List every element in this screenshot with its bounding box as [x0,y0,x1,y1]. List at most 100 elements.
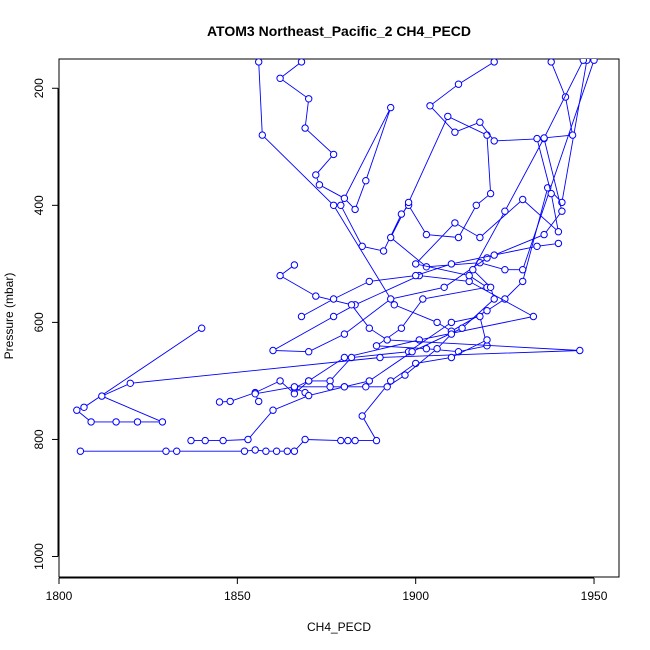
data-point [73,406,81,414]
data-point [426,102,434,110]
data-point [290,447,299,455]
x-axis: 1800 1850 1900 1950 [46,577,608,603]
data-point [383,336,391,344]
data-point [397,210,406,218]
data-point [547,59,555,66]
profile-line [254,333,452,402]
data-point [269,406,277,414]
data-point [419,295,427,303]
data-point [501,266,509,274]
data-point [590,59,598,64]
data-point [340,353,349,362]
data-point [408,348,416,356]
data-point [379,247,388,255]
x-tick-label: 1900 [402,589,429,603]
x-tick-label: 1950 [581,589,608,603]
data-point [276,377,284,385]
data-point [412,260,420,268]
data-point [476,233,484,242]
data-point [112,418,120,426]
data-point [276,271,284,280]
data-point [305,377,313,385]
y-tick-label: 200 [32,78,46,98]
y-tick-label: 1000 [32,543,46,570]
data-point [340,194,349,203]
profile-series [255,59,591,335]
data-point [344,436,352,445]
data-point [519,277,527,286]
data-point [558,207,566,215]
data-point [301,124,309,132]
data-point [244,435,252,444]
x-tick-label: 1850 [224,589,251,603]
data-point [329,295,338,303]
data-point [447,330,456,338]
data-point [297,59,306,66]
data-point [554,228,563,236]
y-tick-label: 400 [32,195,46,215]
data-point [447,353,456,362]
data-point [447,318,456,327]
data-point [476,312,484,321]
data-point [440,283,448,291]
data-point [351,205,359,214]
plot-area [73,59,598,455]
data-point [315,181,324,189]
data-point [447,260,456,268]
data-point [454,80,463,88]
data-point [358,412,366,420]
data-point [258,131,266,139]
data-point [98,392,106,400]
data-point [433,345,441,353]
profile-series [73,261,584,426]
data-point [251,390,259,398]
data-point [255,59,263,66]
data-point [240,447,249,455]
profile-series [187,59,587,445]
data-point [226,397,234,406]
data-point [337,436,345,445]
data-point [276,74,284,83]
data-point [305,348,313,356]
data-point [422,345,431,353]
chart-title: ATOM3 Northeast_Pacific_2 CH4_PECD [207,23,471,39]
data-point [490,295,498,303]
data-point [290,383,299,391]
data-point [547,189,555,198]
data-point [519,195,527,204]
profile-line [219,61,563,403]
data-point [579,59,587,64]
profile-line [301,242,559,317]
data-point [305,391,313,400]
data-point [486,283,495,291]
data-point [340,330,349,338]
data-point [483,336,491,344]
data-point [162,447,170,455]
data-point [387,233,395,242]
data-point [397,324,406,332]
data-point [472,201,480,210]
data-point [454,233,463,242]
data-point [158,418,167,426]
data-point [87,418,95,426]
data-point [215,398,224,406]
data-point [326,383,334,391]
data-point [486,189,495,198]
data-point [422,230,431,239]
data-point [337,201,345,210]
profile-line [293,61,574,394]
data-point [269,346,277,355]
profile-series [76,336,491,455]
data-point [365,377,373,385]
data-point [490,59,498,66]
x-tick-label: 1800 [46,589,73,603]
profile-series [297,239,563,321]
data-point [576,346,584,355]
data-point [540,134,548,142]
data-point [444,112,452,121]
data-point [451,128,459,136]
data-point [297,312,306,321]
